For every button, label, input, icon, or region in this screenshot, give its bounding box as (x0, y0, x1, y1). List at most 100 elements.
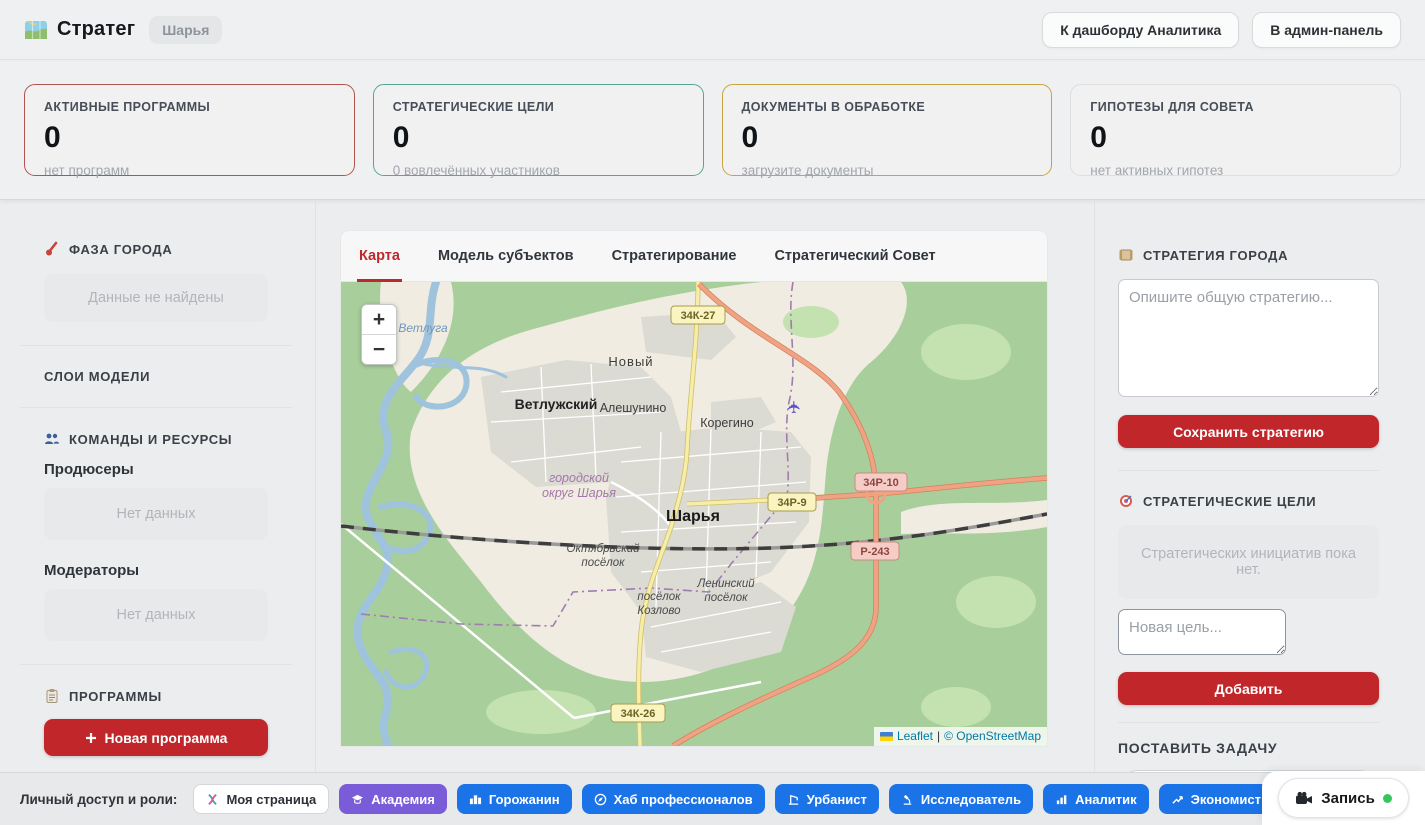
crane-icon (787, 793, 800, 806)
role-button-my-page[interactable]: Моя страница (193, 784, 329, 814)
moderators-label: Модераторы (44, 562, 268, 579)
kozlovo-label-1: посёлок (637, 591, 681, 603)
divider (1118, 722, 1379, 723)
role-button-researcher[interactable]: Исследователь (889, 784, 1033, 814)
road-badge-34k27: 34К-27 (671, 306, 725, 324)
record-status-dot (1383, 794, 1392, 803)
role-button-academy[interactable]: Академия (339, 784, 447, 814)
aleshunino-label: Алешунино (600, 401, 667, 415)
svg-text:34К-27: 34К-27 (681, 310, 716, 322)
role-button-citizen[interactable]: Горожанин (457, 784, 572, 814)
stat-value: 0 (742, 121, 1033, 155)
oktyabrsky-label-1: Октябрьский (567, 543, 641, 555)
record-label: Запись (1321, 790, 1375, 807)
section-title-text: СТРАТЕГИЧЕСКИЕ ЦЕЛИ (1143, 494, 1316, 509)
producers-label: Продюсеры (44, 461, 268, 478)
flag-icon (880, 732, 893, 741)
left-sidebar: ФАЗА ГОРОДА Данные не найдены СЛОИ МОДЕЛ… (0, 201, 316, 772)
role-label: Академия (371, 792, 435, 807)
target-icon (1118, 493, 1134, 509)
video-camera-icon (1295, 791, 1313, 806)
map-zoom-control: + − (361, 304, 397, 365)
district-label-1: городской (549, 471, 609, 485)
svg-text:34К-26: 34К-26 (621, 708, 656, 720)
goals-empty: Стратегических инициатив пока нет. (1118, 525, 1379, 599)
roles-bar-label: Личный доступ и роли: (20, 792, 177, 807)
stat-card-strategic-goals: СТРАТЕГИЧЕСКИЕ ЦЕЛИ 0 0 вовлечённых учас… (373, 84, 704, 176)
new-program-button[interactable]: Новая программа (44, 719, 268, 756)
divider (20, 345, 292, 346)
stat-label: СТРАТЕГИЧЕСКИЕ ЦЕЛИ (393, 100, 684, 114)
record-widget: Запись (1262, 771, 1425, 825)
map-attribution: Leaflet | © OpenStreetMap (874, 727, 1047, 746)
map-logo-icon (24, 18, 48, 42)
leninsky-label-1: Ленинский (696, 578, 755, 590)
role-label: Моя страница (226, 792, 316, 807)
vetluzhsky-label: Ветлужский (515, 396, 598, 412)
city-strategy-title: СТРАТЕГИЯ ГОРОДА (1118, 247, 1379, 263)
save-strategy-button[interactable]: Сохранить стратегию (1118, 415, 1379, 448)
stat-label: ДОКУМЕНТЫ В ОБРАБОТКЕ (742, 100, 1033, 114)
airport-icon: ✈ (785, 400, 804, 414)
tab-map[interactable]: Карта (359, 231, 400, 281)
new-goal-textarea[interactable] (1118, 609, 1286, 655)
stat-value: 0 (393, 121, 684, 155)
city-phase-empty: Данные не найдены (44, 274, 268, 322)
bottom-bar: Личный доступ и роли: Моя страница Акаде… (0, 772, 1425, 825)
role-button-analyst[interactable]: Аналитик (1043, 784, 1149, 814)
zoom-in-button[interactable]: + (362, 305, 396, 334)
map-card: Карта Модель субъектов Стратегирование С… (340, 230, 1048, 747)
stat-value: 0 (44, 121, 335, 155)
role-button-professionals-hub[interactable]: Хаб профессионалов (582, 784, 765, 814)
clipboard-icon (44, 688, 60, 704)
stats-row: АКТИВНЫЕ ПРОГРАММЫ 0 нет программ СТРАТЕ… (0, 61, 1425, 200)
chart-up-icon (1171, 793, 1184, 806)
role-label: Экономист (1191, 792, 1261, 807)
analytics-dashboard-button[interactable]: К дашборду Аналитика (1042, 12, 1239, 48)
section-title-text: КОМАНДЫ И РЕСУРСЫ (69, 432, 232, 447)
people-icon (44, 431, 60, 447)
divider (20, 664, 292, 665)
programs-title: ПРОГРАММЫ (44, 688, 268, 704)
zoom-out-button[interactable]: − (362, 335, 396, 364)
tab-strategic-council[interactable]: Стратегический Совет (774, 231, 935, 281)
graduation-cap-icon (351, 793, 364, 806)
right-sidebar: СТРАТЕГИЯ ГОРОДА Сохранить стратегию СТР… (1094, 201, 1405, 825)
svg-text:34Р-9: 34Р-9 (777, 497, 806, 509)
novy-label: Новый (608, 354, 653, 369)
tab-strategizing[interactable]: Стратегирование (612, 231, 737, 281)
road-badge-34r9: 34Р-9 (768, 493, 816, 511)
admin-panel-button[interactable]: В админ-панель (1252, 12, 1401, 48)
river-label: Ветлуга (398, 321, 448, 335)
strategy-textarea[interactable] (1118, 279, 1379, 397)
role-button-urbanist[interactable]: Урбанист (775, 784, 879, 814)
svg-text:Р-243: Р-243 (860, 546, 889, 558)
road-badge-34k26: 34К-26 (611, 704, 665, 722)
osm-link[interactable]: © OpenStreetMap (944, 729, 1041, 743)
stat-value: 0 (1090, 121, 1381, 155)
role-label: Хаб профессионалов (614, 792, 753, 807)
section-title-text: ФАЗА ГОРОДА (69, 242, 172, 257)
stat-note: нет активных гипотез (1090, 163, 1381, 178)
tabbar: Карта Модель субъектов Стратегирование С… (341, 231, 1047, 282)
role-button-economist[interactable]: Экономист (1159, 784, 1273, 814)
add-goal-button[interactable]: Добавить (1118, 672, 1379, 705)
stat-label: ГИПОТЕЗЫ ДЛЯ СОВЕТА (1090, 100, 1381, 114)
sharya-label: Шарья (666, 508, 720, 525)
cityscape-icon (469, 793, 482, 806)
city-map[interactable]: ✈ 34К-27 34Р-9 34Р-10 Р-243 34К-26 (341, 282, 1047, 746)
scroll-icon (1118, 247, 1134, 263)
divider (20, 407, 292, 408)
stat-label: АКТИВНЫЕ ПРОГРАММЫ (44, 100, 335, 114)
leaflet-link[interactable]: Leaflet (897, 729, 933, 743)
kozlovo-label-2: Козлово (637, 605, 681, 617)
role-label: Урбанист (807, 792, 867, 807)
role-label: Аналитик (1075, 792, 1137, 807)
tab-subject-model[interactable]: Модель субъектов (438, 231, 574, 281)
moderators-empty: Нет данных (44, 589, 268, 641)
divider (1118, 470, 1379, 471)
district-label-2: округ Шарья (542, 486, 616, 500)
record-button[interactable]: Запись (1278, 778, 1409, 818)
dna-icon (206, 793, 219, 806)
city-phase-title: ФАЗА ГОРОДА (44, 241, 268, 257)
